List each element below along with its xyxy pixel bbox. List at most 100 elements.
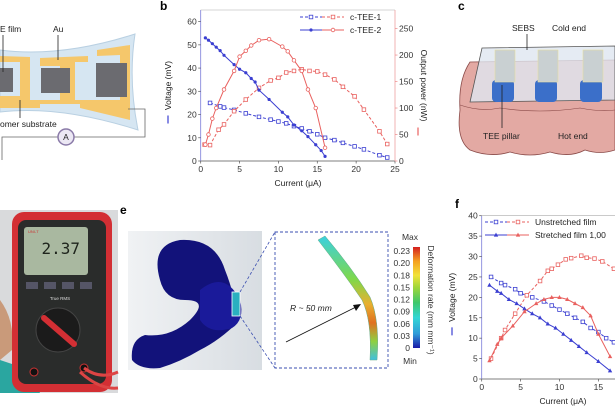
legend-marker [515, 219, 521, 225]
data-point [300, 129, 304, 133]
y-tick-label: 30 [187, 86, 197, 96]
data-point [553, 325, 558, 330]
data-point [352, 144, 357, 149]
y2-tick-label: 50 [399, 130, 409, 140]
te-pillars [492, 49, 604, 102]
data-point [514, 301, 519, 306]
data-point [518, 291, 523, 296]
data-point [307, 68, 312, 74]
data-point [256, 114, 262, 120]
legend-marker [330, 14, 336, 20]
legend-item: Unstretched film [485, 217, 596, 227]
tee-pillar-label: TEE pillar [483, 131, 520, 141]
data-point [512, 286, 518, 292]
colorbar-min-label: Min [403, 356, 417, 366]
data-point [549, 294, 554, 299]
probe-jack [29, 367, 39, 377]
data-point [285, 49, 290, 54]
hot-end-label: Hot end [558, 131, 588, 141]
data-point [488, 274, 494, 280]
data-point [565, 311, 570, 316]
data-point [306, 135, 310, 139]
data-point [249, 76, 253, 81]
data-point [561, 331, 566, 336]
y-tick-label: 20 [187, 110, 197, 120]
legend-item: c-TEE-1 [300, 12, 381, 22]
data-point [545, 321, 551, 326]
data-point [231, 108, 237, 114]
series-line [490, 255, 615, 359]
circuit-wire [1, 136, 58, 160]
legend-label: Unstretched film [535, 217, 596, 227]
data-point [579, 253, 584, 258]
y2-axis-label: Output power (nW) [419, 50, 429, 122]
data-point [603, 335, 609, 341]
te-pillar [535, 80, 557, 102]
legend-item: Stretched film 1,00 [485, 230, 606, 240]
y2-tick-label: 150 [399, 77, 413, 87]
data-point [283, 121, 289, 126]
data-point [487, 282, 492, 287]
data-point [522, 309, 527, 314]
colorbar-tick-label: 0.23 [393, 246, 410, 256]
te-pillar [580, 80, 602, 102]
data-point [568, 337, 574, 342]
data-point [244, 71, 248, 75]
data-point [322, 145, 328, 150]
data-point [512, 311, 518, 316]
te-film-block [96, 63, 127, 97]
colorbar-title: Deformation rate (mm mm⁻¹) [426, 245, 436, 354]
meter-reading: 2.37 [41, 239, 80, 258]
cold-end-label: Cold end [552, 23, 586, 33]
data-point [206, 38, 211, 42]
radius-label: R ~ 50 mm [290, 303, 332, 313]
data-point [377, 152, 382, 158]
data-point [292, 123, 296, 127]
data-point [502, 282, 508, 288]
panel-a-device-schematic: E film Au omer substrate A [0, 24, 146, 160]
data-point [210, 116, 215, 121]
data-point [361, 107, 367, 112]
data-point [580, 319, 586, 325]
data-point [584, 255, 589, 260]
y-tick-label: 25 [468, 272, 478, 282]
data-point [332, 77, 337, 82]
data-point [217, 104, 223, 109]
panel-label-f: f [455, 197, 460, 211]
colorbar-max-label: Max [402, 232, 419, 242]
data-point [530, 295, 535, 300]
y-tick-label: 10 [187, 133, 197, 143]
deformed-strip [317, 235, 378, 361]
data-point [385, 141, 390, 147]
ammeter-label: A [63, 132, 69, 142]
series-stretched-film-1-00-power [487, 294, 613, 363]
data-point [607, 354, 613, 359]
colorbar-tick-label: 0.06 [393, 319, 410, 329]
x-axis-label: Current (μA) [275, 178, 322, 188]
chart-f: f 0 5 10 15 0 5 10 15 20 25 30 35 40 Current (μA) Volt… [447, 197, 615, 406]
y-tick-label: 0 [473, 374, 478, 384]
data-point [276, 119, 281, 124]
data-point [210, 42, 214, 46]
te-film-block [0, 68, 13, 92]
lcd-display [24, 227, 88, 275]
series-line [489, 284, 611, 372]
data-point [249, 43, 254, 48]
te-pillar [494, 49, 516, 83]
series-stretched-film-1-00-voltage [487, 282, 613, 373]
data-point [315, 132, 320, 137]
strain-hotspot [231, 291, 241, 317]
data-point [243, 111, 248, 116]
colorbar-tick-label: 0.03 [393, 331, 410, 341]
data-point [565, 296, 570, 301]
data-point [313, 105, 318, 111]
sebs-label: SEBS [512, 23, 535, 33]
data-point [237, 54, 242, 59]
data-point [253, 80, 257, 84]
series-line [204, 68, 388, 146]
x-tick-label: 10 [274, 164, 284, 174]
y-tick-label: 40 [468, 211, 478, 221]
legend-label: c-TEE-1 [350, 12, 381, 22]
data-point [214, 105, 219, 111]
